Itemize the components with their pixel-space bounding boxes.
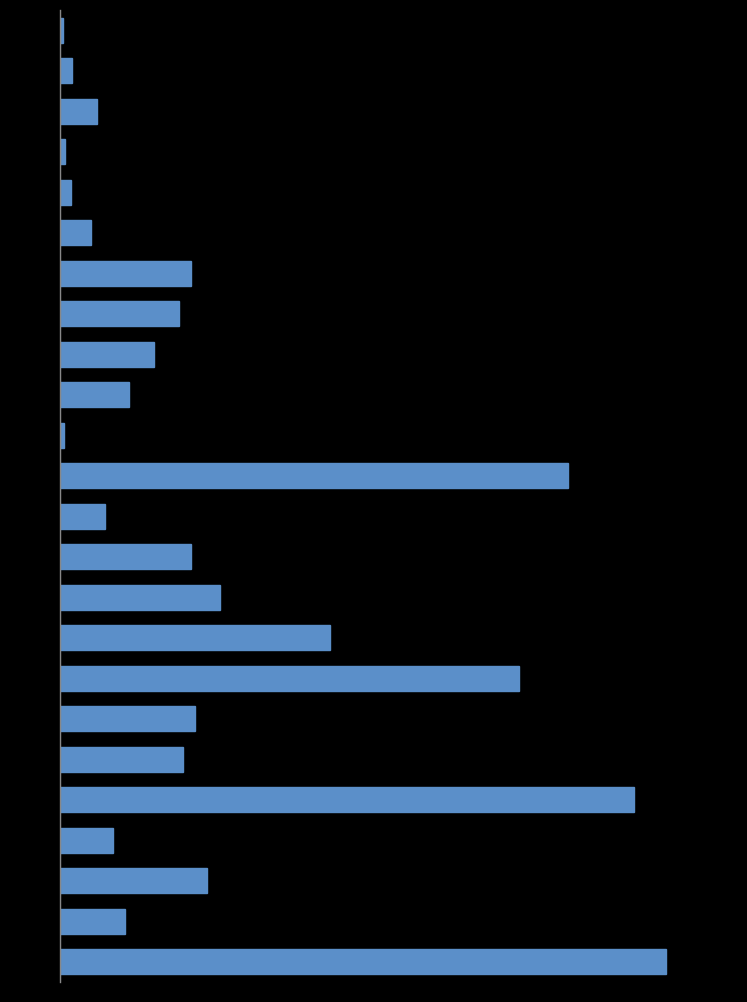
Bar: [60, 18, 63, 43]
Bar: [60, 828, 113, 853]
Bar: [60, 949, 666, 974]
Bar: [60, 585, 220, 610]
Bar: [60, 99, 96, 124]
Bar: [60, 342, 154, 367]
Bar: [60, 665, 519, 690]
Bar: [60, 625, 330, 650]
Bar: [60, 504, 105, 529]
Bar: [60, 261, 191, 286]
Bar: [60, 220, 91, 245]
Bar: [60, 788, 633, 813]
Bar: [60, 58, 72, 83]
Bar: [60, 423, 63, 448]
Bar: [60, 179, 71, 204]
Bar: [60, 746, 183, 772]
Bar: [60, 868, 208, 893]
Bar: [60, 706, 195, 731]
Bar: [60, 302, 179, 327]
Bar: [60, 909, 125, 934]
Bar: [60, 544, 191, 569]
Bar: [60, 139, 66, 164]
Bar: [60, 382, 129, 407]
Bar: [60, 463, 568, 488]
